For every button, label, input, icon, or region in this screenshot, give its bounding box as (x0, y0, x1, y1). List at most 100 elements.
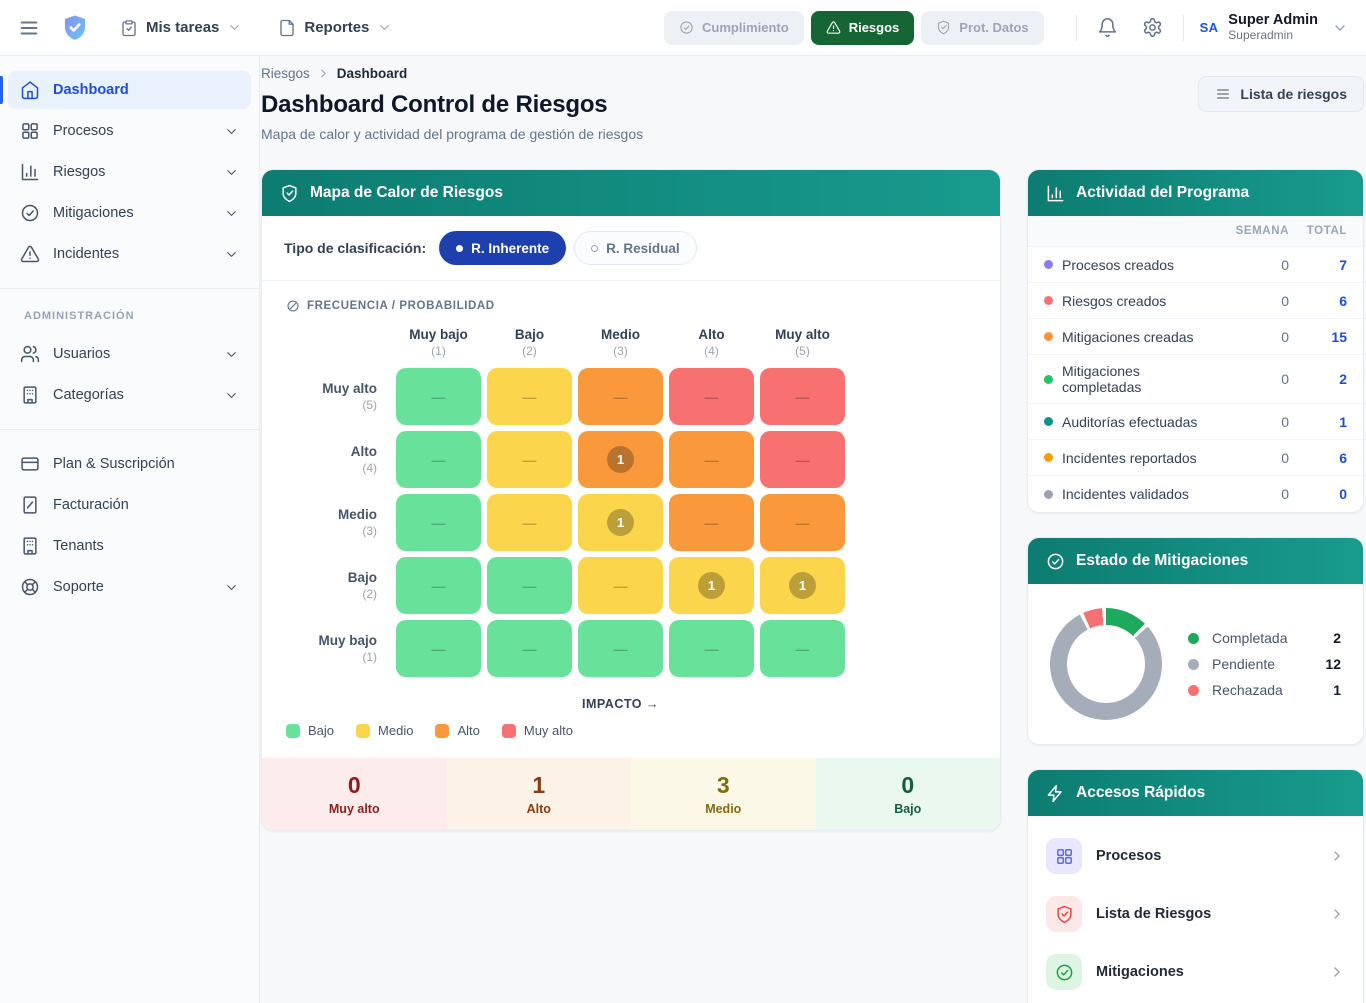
heatmap-cell-alto-bajo[interactable]: — (487, 431, 572, 488)
sidebar-item-tenants[interactable]: Tenants (8, 527, 251, 565)
module-button-prot-datos[interactable]: Prot. Datos (921, 10, 1044, 45)
heatmap-cell-muy-bajo-muy-bajo[interactable]: — (396, 620, 481, 677)
chevron-down-icon (227, 20, 242, 35)
quick-access-mitigaciones[interactable]: Mitigaciones (1038, 946, 1353, 998)
heatmap-cell-muy-bajo-alto[interactable]: — (669, 620, 754, 677)
legend-item-alto: Alto (435, 723, 480, 738)
heatmap-cell-empty: — (431, 388, 446, 405)
heatmap-cell-medio-muy-alto[interactable]: — (760, 494, 845, 551)
heatmap-cell-count: 1 (698, 572, 725, 599)
heatmap-cell-muy-alto-alto[interactable]: — (669, 368, 754, 425)
heatmap-cell-bajo-bajo[interactable]: — (487, 557, 572, 614)
sidebar-item-usuarios[interactable]: Usuarios (8, 335, 251, 373)
module-button-riesgos[interactable]: Riesgos (810, 10, 915, 45)
sidebar-item-procesos[interactable]: Procesos (8, 112, 251, 150)
chevron-down-icon (224, 347, 239, 362)
heatmap-cell-medio-medio[interactable]: 1 (578, 494, 663, 551)
module-button-cumplimiento[interactable]: Cumplimiento (664, 10, 804, 45)
sidebar-item-label: Facturación (53, 497, 129, 513)
mitigation-status-card: Estado de Mitigaciones Completada 2 Pendie… (1027, 537, 1364, 745)
activity-dot-icon (1044, 453, 1053, 462)
activity-total-value: 6 (1339, 292, 1347, 309)
heatmap-cell-medio-bajo[interactable]: — (487, 494, 572, 551)
heatmap-cell-muy-bajo-medio[interactable]: — (578, 620, 663, 677)
heatmap-cell-alto-muy-alto[interactable]: — (760, 431, 845, 488)
nav-menu-mis-tareas[interactable]: Mis tareas (120, 19, 242, 37)
nav-menu-reportes[interactable]: Reportes (278, 19, 392, 37)
file-icon (278, 19, 296, 37)
sidebar-item-mitigaciones[interactable]: Mitigaciones (8, 194, 251, 232)
mitigation-legend-item-pendiente: Pendiente 12 (1188, 656, 1341, 672)
heatmap-cell-muy-alto-medio[interactable]: — (578, 368, 663, 425)
heatmap-cell-count: 1 (607, 446, 634, 473)
mitigation-legend-item-completada: Completada 2 (1188, 630, 1341, 646)
sidebar-item-soporte[interactable]: Soporte (8, 568, 251, 606)
chevron-right-icon (1329, 906, 1345, 922)
navbar-menus: Mis tareas Reportes (120, 19, 392, 37)
sidebar-item-label: Usuarios (53, 346, 111, 362)
heatmap-cell-alto-medio[interactable]: 1 (578, 431, 663, 488)
main-content: Riesgos Dashboard Dashboard Control de Ri… (260, 56, 1366, 1003)
legend-item-muy-alto: Muy alto (501, 723, 573, 738)
shield-check-icon (280, 184, 299, 203)
heatmap-cell-empty: — (431, 514, 446, 531)
mitigation-legend-label: Rechazada (1212, 682, 1283, 698)
heatmap-cell-muy-bajo-bajo[interactable]: — (487, 620, 572, 677)
notifications-bell-icon[interactable] (1093, 13, 1122, 42)
heatmap-cell-empty: — (522, 577, 537, 594)
warning-icon (20, 244, 40, 264)
sidebar-item-label: Riesgos (53, 164, 106, 180)
heatmap-cell-muy-alto-muy-alto[interactable]: — (760, 368, 845, 425)
quick-access-label: Mitigaciones (1096, 964, 1184, 980)
heatmap-cell-alto-alto[interactable]: — (669, 431, 754, 488)
heatmap-cell-empty: — (795, 388, 810, 405)
heatmap-cell-alto-muy-bajo[interactable]: — (396, 431, 481, 488)
activity-row-mitigaciones-completadas: Mitigaciones completadas 0 2 (1028, 355, 1363, 404)
activity-week-value: 0 (1281, 486, 1289, 502)
classification-option-r-residual[interactable]: R. Residual (574, 231, 697, 265)
nav-menu-label: Mis tareas (146, 19, 220, 36)
heatmap-cell-bajo-muy-bajo[interactable]: — (396, 557, 481, 614)
heatmap-cell-empty: — (704, 388, 719, 405)
activity-total-value: 1 (1339, 413, 1347, 430)
heatmap-cell-bajo-muy-alto[interactable]: 1 (760, 557, 845, 614)
quick-access-procesos[interactable]: Procesos (1038, 830, 1353, 882)
module-button-label: Riesgos (848, 20, 900, 35)
heatmap-cell-muy-alto-bajo[interactable]: — (487, 368, 572, 425)
heatmap-cell-medio-muy-bajo[interactable]: — (396, 494, 481, 551)
sidebar-item-dashboard[interactable]: Dashboard (0, 71, 251, 109)
sidebar-item-label: Mitigaciones (53, 205, 134, 221)
sidebar-item-facturacion[interactable]: Facturación (8, 486, 251, 524)
lightning-icon (1046, 784, 1065, 803)
activity-row-incidentes-reportados: Incidentes reportados 0 6 (1028, 440, 1363, 476)
quick-access-lista-de-riesgos[interactable]: Lista de Riesgos (1038, 888, 1353, 940)
sidebar-item-riesgos[interactable]: Riesgos (8, 153, 251, 191)
heatmap-cell-muy-bajo-muy-alto[interactable]: — (760, 620, 845, 677)
hamburger-menu-icon[interactable] (18, 17, 40, 39)
user-menu[interactable]: SA Super Admin Superadmin (1200, 12, 1348, 42)
heatmap-legend: Bajo Medio Alto Muy alto (286, 723, 976, 738)
risk-list-button[interactable]: Lista de riesgos (1198, 76, 1364, 112)
classification-option-r-inherente[interactable]: R. Inherente (439, 231, 567, 265)
chevron-down-icon (224, 388, 239, 403)
activity-row-riesgos-creados: Riesgos creados 0 6 (1028, 283, 1363, 319)
heatmap-cell-empty: — (431, 451, 446, 468)
heatmap-cell-empty: — (522, 451, 537, 468)
activity-card-title: Actividad del Programa (1076, 184, 1250, 201)
heatmap-cell-bajo-medio[interactable]: — (578, 557, 663, 614)
settings-gear-icon[interactable] (1138, 13, 1167, 42)
heatmap-cell-empty: — (704, 514, 719, 531)
heatmap-cell-bajo-alto[interactable]: 1 (669, 557, 754, 614)
activity-dot-icon (1044, 260, 1053, 269)
heatmap-cell-muy-alto-muy-bajo[interactable]: — (396, 368, 481, 425)
sidebar-item-categorias[interactable]: Categorías (8, 376, 251, 414)
sidebar-item-plan-suscripcion[interactable]: Plan & Suscripción (8, 445, 251, 483)
sidebar-item-incidentes[interactable]: Incidentes (8, 235, 251, 273)
heatmap-cell-medio-alto[interactable]: — (669, 494, 754, 551)
invoice-icon (20, 495, 40, 515)
breadcrumb-link[interactable]: Riesgos (261, 66, 310, 81)
heatmap-cell-empty: — (704, 451, 719, 468)
summary-value: 0 (347, 772, 361, 798)
activity-total-value: 0 (1339, 486, 1347, 502)
chevron-down-icon (224, 124, 239, 139)
